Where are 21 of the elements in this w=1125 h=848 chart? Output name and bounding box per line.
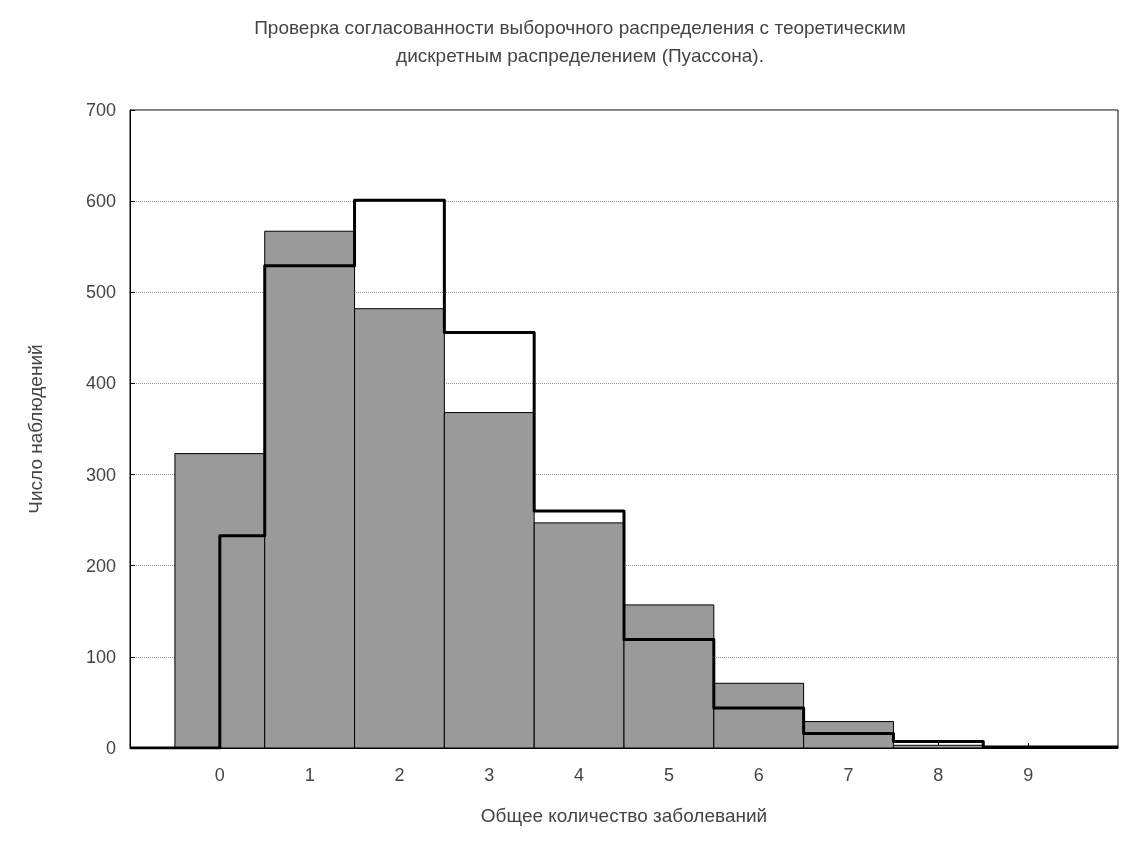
x-tick-label: 0 [214, 765, 225, 785]
y-tick-label: 600 [85, 191, 116, 212]
chart-title: Проверка согласованности выборочного распределения с теоретическим дискретным распределением (Пуассона). [254, 16, 906, 66]
x-tick-label: 2 [394, 765, 405, 785]
x-tick-label: 6 [753, 765, 764, 785]
y-axis-title: Число наблюдений [25, 344, 46, 514]
x-tick-label: 4 [574, 765, 585, 785]
x-tick-label: 7 [843, 765, 854, 785]
x-axis-title: Общее количество заболеваний [480, 805, 768, 826]
y-tick-label: 700 [85, 100, 116, 120]
x-tick-label: 1 [304, 765, 315, 785]
y-tick-label: 300 [85, 464, 116, 485]
x-tick-label: 3 [484, 765, 495, 785]
x-tick-label: 8 [933, 765, 944, 785]
x-tick-label: 5 [663, 765, 674, 785]
y-tick-label: 200 [85, 555, 116, 576]
x-tick-label: 9 [1023, 765, 1034, 785]
y-tick-label: 0 [105, 738, 116, 758]
y-tick-label: 400 [85, 373, 116, 394]
y-tick-label: 100 [85, 646, 116, 667]
y-tick-label: 500 [85, 282, 116, 303]
